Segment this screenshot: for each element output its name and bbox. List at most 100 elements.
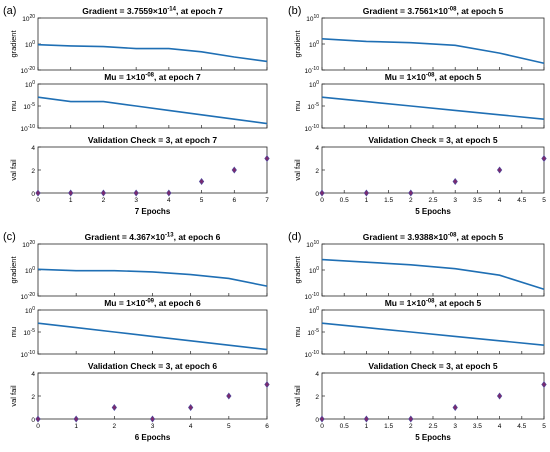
y-tick-exp: 0 [32, 40, 35, 46]
y-tick-exp: 0 [32, 306, 35, 312]
y-tick-base: 10 [25, 82, 33, 89]
x-tick-label: 3 [151, 423, 155, 430]
title-main: Mu = 1×10 [104, 298, 145, 308]
data-point [319, 189, 325, 197]
y-tick-label: 100 [25, 306, 35, 315]
y-tick-label: 1010 [306, 14, 319, 23]
y-tick-exp: -5 [31, 328, 36, 334]
y-tick-exp: -10 [312, 124, 319, 130]
y-tick-label: 1010 [306, 240, 319, 249]
y-tick-label: 4 [315, 145, 319, 152]
data-point [264, 381, 270, 388]
y-tick-base: 10 [305, 68, 313, 75]
subplot-title: Mu = 1×10-08, at epoch 7 [104, 72, 201, 82]
title-exponent: -08 [426, 73, 435, 79]
panel-a: (a) Gradient = 3.7559×10-14, at epoch 7 10… [3, 5, 270, 216]
plot-box [321, 309, 545, 355]
y-tick-exp: -10 [312, 350, 319, 356]
x-tick-label: 3 [134, 197, 138, 204]
y-axis-label: gradient [293, 30, 302, 58]
y-tick-base: 10 [25, 42, 33, 49]
y-tick-label: 10-10 [305, 292, 320, 301]
subplot-title: Validation Check = 3, at epoch 7 [88, 135, 217, 145]
x-tick-label: 0 [320, 423, 324, 430]
y-tick-base: 10 [22, 242, 30, 249]
y-tick-base: 10 [21, 68, 29, 75]
x-tick-label: 0 [36, 423, 40, 430]
subplot-title: Gradient = 3.7561×10-08, at epoch 5 [363, 6, 504, 16]
plot-box [321, 243, 545, 297]
panel-c: (c) Gradient = 4.367×10-13, at epoch 6102… [3, 231, 270, 442]
x-tick-label: 0.5 [340, 197, 349, 204]
x-tick-label: 1 [365, 423, 369, 430]
y-tick-label: 10-20 [21, 292, 36, 301]
data-point [149, 415, 156, 423]
subplot-title: Gradient = 3.9388×10-08, at epoch 5 [363, 232, 504, 242]
series-line [37, 43, 268, 63]
subplot-gradient: Gradient = 3.7561×10-08, at epoch 510101… [293, 6, 545, 75]
plot-box [37, 309, 268, 355]
data-point [452, 404, 458, 411]
y-tick-label: 2 [315, 394, 319, 401]
x-tick-label: 1.5 [384, 197, 393, 204]
y-tick-exp: -20 [28, 292, 35, 298]
data-point [408, 189, 414, 197]
title-exponent: -09 [145, 299, 154, 305]
y-axis-label: gradient [9, 256, 18, 284]
data-point [541, 155, 547, 162]
data-point [100, 189, 107, 197]
y-tick-exp: 20 [29, 240, 35, 246]
y-tick-exp: -10 [312, 292, 319, 298]
y-tick-exp: -5 [315, 102, 320, 108]
data-point [264, 155, 270, 162]
x-tick-label: 4.5 [517, 423, 526, 430]
data-point [111, 404, 117, 411]
y-tick-base: 10 [305, 294, 313, 301]
subplot-gradient: Gradient = 3.9388×10-08, at epoch 510101… [293, 232, 545, 301]
y-tick-exp: 0 [32, 266, 35, 272]
y-tick-label: 2 [315, 168, 319, 175]
subplot-validation: Validation Check = 3, at epoch 5 0 2 4 val f… [293, 135, 547, 204]
x-tick-label: 6 [265, 423, 269, 430]
x-tick-label: 1 [74, 423, 78, 430]
title-main: Gradient = 3.7561×10 [363, 6, 448, 16]
data-point [319, 415, 325, 423]
plot-box [321, 372, 545, 420]
panel-d: (d) Gradient = 3.9388×10-08, at epoch 510… [288, 231, 547, 442]
y-tick-base: 10 [309, 42, 317, 49]
y-axis-label: mu [9, 327, 18, 337]
data-point [68, 189, 74, 197]
subplot-title: Gradient = 3.7559×10-14, at epoch 7 [82, 6, 223, 16]
panel-label: (a) [3, 5, 16, 17]
title-main: Gradient = 3.7559×10 [82, 6, 167, 16]
y-axis-label: val fail [293, 159, 302, 181]
subplot-title: Mu = 1×10-08, at epoch 5 [385, 72, 482, 82]
x-tick-label: 2 [102, 197, 106, 204]
data-point [188, 404, 194, 411]
data-point [408, 415, 414, 423]
y-tick-label: 100 [25, 266, 35, 275]
y-tick-base: 10 [25, 268, 33, 275]
y-tick-base: 10 [21, 294, 29, 301]
y-tick-label: 100 [309, 266, 319, 275]
subplot-validation: Validation Check = 3, at epoch 7 0 2 4 val f… [9, 135, 270, 204]
y-tick-label: 100 [309, 80, 319, 89]
y-axis-label: val fail [9, 385, 18, 407]
y-tick-exp: 0 [316, 40, 319, 46]
y-axis-label: mu [293, 101, 302, 111]
y-tick-label: 0 [31, 417, 35, 424]
plot-box [37, 17, 268, 71]
y-tick-label: 100 [25, 80, 35, 89]
title-main: Mu = 1×10 [104, 72, 145, 82]
y-axis-label: val fail [9, 159, 18, 181]
x-tick-label: 1.5 [384, 423, 393, 430]
data-point [35, 415, 41, 423]
x-tick-label: 2 [409, 197, 413, 204]
plot-box [321, 83, 545, 129]
y-tick-base: 10 [307, 330, 315, 337]
y-tick-label: 0 [315, 191, 319, 198]
